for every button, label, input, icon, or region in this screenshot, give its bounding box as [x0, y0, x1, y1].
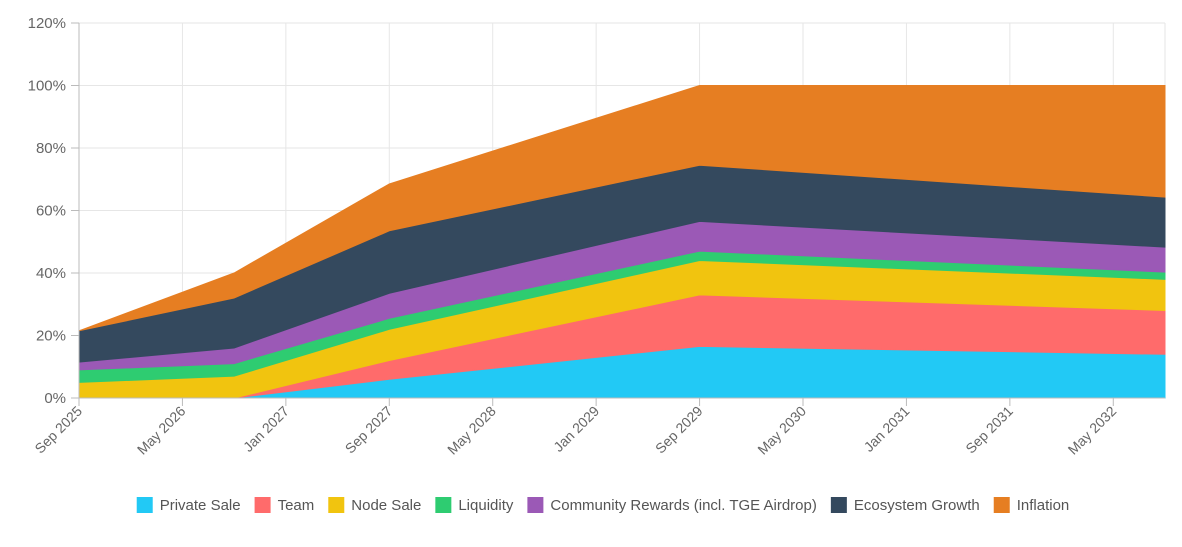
x-tick-label: May 2032 — [1065, 403, 1120, 458]
x-tick-label: May 2026 — [134, 403, 189, 458]
legend-swatch — [328, 497, 345, 513]
legend-label: Ecosystem Growth — [854, 497, 980, 514]
legend-item-team[interactable]: Team — [254, 497, 315, 514]
y-tick-label: 60% — [36, 203, 66, 220]
area-inflation[interactable] — [78, 85, 1166, 332]
x-tick-label: May 2030 — [754, 403, 809, 458]
legend-label: Private Sale — [160, 497, 241, 514]
x-tick-label: May 2028 — [444, 403, 499, 458]
legend-item-ecosystem-growth[interactable]: Ecosystem Growth — [830, 497, 980, 514]
y-tick-label: 0% — [44, 390, 66, 407]
y-tick-label: 120% — [28, 15, 66, 32]
y-tick-label: 100% — [28, 78, 66, 95]
legend-label: Liquidity — [458, 497, 514, 514]
legend-item-liquidity[interactable]: Liquidity — [435, 497, 514, 514]
legend-swatch — [527, 497, 544, 513]
legend-item-private-sale[interactable]: Private Sale — [136, 497, 241, 514]
legend-item-node-sale[interactable]: Node Sale — [328, 497, 421, 514]
legend-swatch — [254, 497, 271, 513]
x-tick-label: Sep 2025 — [31, 403, 85, 457]
x-tick-label: Jan 2027 — [240, 403, 292, 455]
x-tick-label: Jan 2031 — [861, 403, 913, 455]
legend-label: Inflation — [1017, 497, 1070, 514]
legend-swatch — [435, 497, 452, 513]
legend-swatch — [830, 497, 847, 513]
legend-swatch — [136, 497, 153, 513]
legend: Private Sale Team Node Sale Liquidity Commun… — [136, 497, 1070, 514]
x-tick-label: Jan 2029 — [550, 403, 602, 455]
legend-item-community-rewards-incl-tge-airdrop[interactable]: Community Rewards (incl. TGE Airdrop) — [527, 497, 817, 514]
y-axis-ticks: 0% 20% 40% 60% 80% 100% 120% — [28, 15, 79, 407]
y-tick-label: 20% — [36, 328, 66, 345]
x-tick-label: Sep 2029 — [652, 403, 706, 457]
legend-item-inflation[interactable]: Inflation — [993, 497, 1070, 514]
series-areas — [78, 85, 1166, 399]
y-tick-label: 80% — [36, 140, 66, 157]
x-axis-ticks: Sep 2025 May 2026 Jan 2027 Sep 2027 May 2028… — [31, 398, 1120, 458]
legend-swatch — [993, 497, 1010, 513]
legend-label: Community Rewards (incl. TGE Airdrop) — [550, 497, 816, 514]
legend-label: Node Sale — [351, 497, 421, 514]
x-tick-label: Sep 2027 — [342, 403, 396, 457]
y-tick-label: 40% — [36, 265, 66, 282]
x-tick-label: Sep 2031 — [962, 403, 1016, 457]
legend-label: Team — [278, 497, 315, 514]
